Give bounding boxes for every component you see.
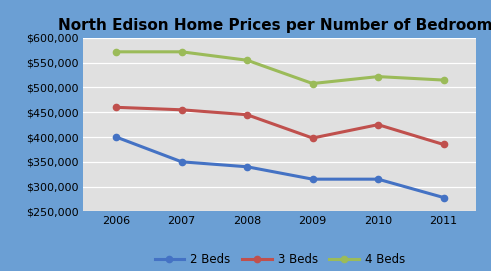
Title: North Edison Home Prices per Number of Bedrooms: North Edison Home Prices per Number of B… [58, 18, 491, 33]
3 Beds [375, 123, 381, 126]
4 Beds [310, 82, 316, 85]
2 Beds [310, 178, 316, 181]
2 Beds [113, 136, 119, 139]
2 Beds [440, 196, 446, 199]
4 Beds [179, 50, 185, 53]
3 Beds [179, 108, 185, 111]
3 Beds [244, 113, 250, 116]
4 Beds [113, 50, 119, 53]
3 Beds [310, 136, 316, 140]
Line: 4 Beds: 4 Beds [113, 49, 447, 87]
Line: 3 Beds: 3 Beds [113, 104, 447, 148]
4 Beds [440, 78, 446, 82]
4 Beds [375, 75, 381, 78]
2 Beds [375, 178, 381, 181]
4 Beds [244, 59, 250, 62]
Line: 2 Beds: 2 Beds [113, 134, 447, 201]
3 Beds [440, 143, 446, 146]
Legend: 2 Beds, 3 Beds, 4 Beds: 2 Beds, 3 Beds, 4 Beds [150, 249, 410, 271]
2 Beds [244, 165, 250, 168]
3 Beds [113, 106, 119, 109]
2 Beds [179, 160, 185, 163]
